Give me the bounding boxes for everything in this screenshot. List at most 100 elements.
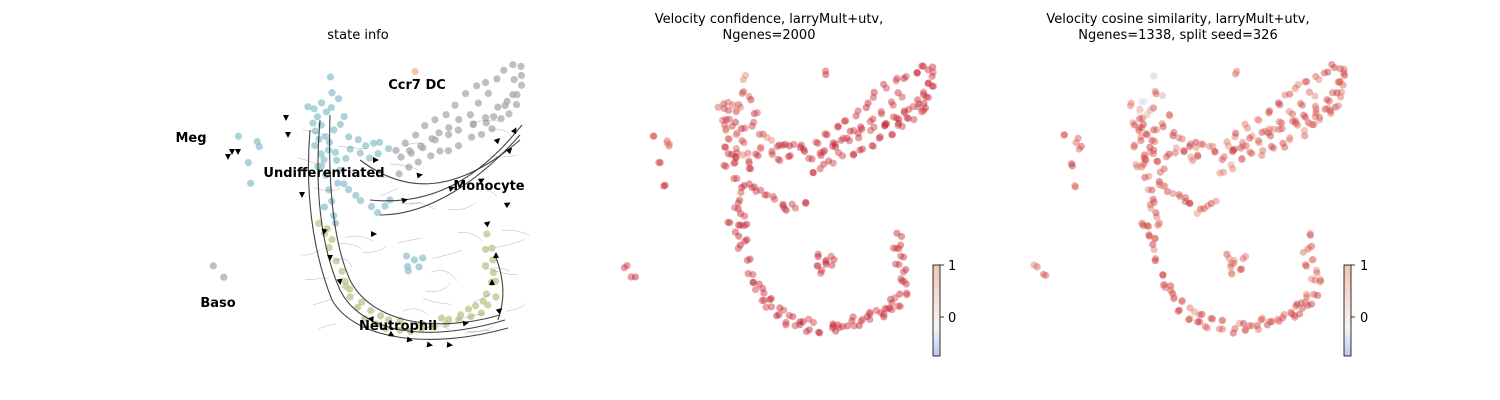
cell-point (1304, 118, 1312, 126)
cell-point (888, 130, 896, 139)
streamline-faint (312, 299, 331, 306)
cell-point (828, 324, 837, 332)
cell-point (1143, 222, 1151, 230)
cell-point (1307, 275, 1316, 283)
cell-point (1149, 104, 1157, 112)
cell-point (1074, 134, 1082, 142)
cell-point (863, 313, 871, 321)
cell-point (740, 139, 748, 147)
cell-point (1291, 84, 1299, 92)
cell-point (334, 95, 343, 103)
cell-point (467, 133, 476, 141)
cell-point (477, 130, 486, 139)
cell-point (1238, 155, 1246, 163)
cell-point (924, 93, 932, 102)
cell-point (745, 164, 753, 173)
cell-point (1137, 137, 1145, 145)
cell-point (896, 241, 905, 249)
cell-point (816, 149, 824, 157)
cell-point (436, 147, 444, 155)
cell-point (910, 115, 918, 124)
cell-point (317, 121, 325, 129)
cell-point (725, 115, 733, 123)
cell-point (467, 312, 475, 321)
cell-point (913, 68, 921, 77)
cell-point (758, 296, 766, 305)
cell-point (1316, 278, 1324, 286)
cell-point (1308, 242, 1316, 250)
cell-point (1288, 110, 1296, 118)
cell-point (722, 162, 730, 170)
cell-point (367, 202, 376, 211)
cell-point (1315, 116, 1324, 124)
cell-point (385, 316, 393, 324)
cell-point (304, 103, 312, 111)
cell-point (922, 93, 930, 101)
cell-point (1311, 102, 1320, 110)
cell-point (1295, 310, 1304, 318)
cell-point (1169, 132, 1177, 140)
cell-point (488, 125, 496, 133)
cell-point (1275, 118, 1283, 126)
cell-point (800, 145, 808, 154)
cell-point (741, 71, 750, 80)
label-monocyte: Monocyte (453, 179, 524, 194)
cell-point (1172, 144, 1180, 152)
cell-point (1227, 269, 1236, 277)
cell-point (869, 93, 877, 101)
cell-point (1042, 271, 1050, 279)
cell-point (631, 273, 639, 281)
cell-point (1316, 113, 1324, 121)
cell-point (374, 150, 382, 158)
cell-point (481, 262, 489, 270)
velocity-arrow (368, 316, 374, 323)
cell-point (1136, 115, 1144, 123)
cell-point (900, 277, 908, 286)
cell-point (737, 125, 746, 133)
cell-point (1146, 148, 1155, 156)
cell-point (814, 250, 822, 258)
cell-point (385, 145, 393, 153)
cell-point (1174, 307, 1182, 315)
streamline (379, 134, 521, 216)
cell-point (1145, 222, 1153, 230)
velocity-arrow (371, 231, 377, 237)
cell-point (1230, 145, 1239, 153)
cell-point (493, 75, 501, 83)
cell-point (1242, 142, 1250, 150)
cell-point (445, 131, 453, 139)
cell-point (1192, 138, 1200, 146)
cell-point (1166, 112, 1174, 120)
velocity-arrow (283, 115, 289, 121)
streamline-faint (490, 268, 518, 276)
cell-point (919, 88, 928, 96)
cell-point (854, 107, 862, 115)
cell-point (855, 134, 863, 142)
cell-point (1241, 326, 1249, 335)
cell-point (1133, 163, 1141, 171)
cell-point (890, 244, 898, 252)
streamline (359, 139, 521, 185)
cell-point (736, 241, 744, 249)
cell-point (894, 89, 902, 97)
cell-point (843, 322, 851, 330)
cell-point (334, 179, 342, 187)
streamline-faint (408, 203, 436, 210)
cell-point (896, 290, 904, 298)
cell-point (1264, 129, 1272, 137)
cell-point (1192, 143, 1200, 151)
cell-point (734, 244, 742, 253)
streamline-faint (362, 245, 387, 253)
cell-point (857, 317, 865, 325)
cell-point (721, 121, 729, 129)
velocity-arrow (503, 202, 511, 209)
cell-point (1308, 121, 1317, 129)
streamline-faint (448, 202, 477, 211)
cell-point (905, 105, 913, 114)
cell-point (829, 320, 837, 328)
cell-point (928, 72, 936, 80)
cell-point (1239, 138, 1247, 147)
cell-point (767, 136, 776, 144)
streamline-faint (403, 308, 429, 316)
cell-point (802, 199, 810, 207)
